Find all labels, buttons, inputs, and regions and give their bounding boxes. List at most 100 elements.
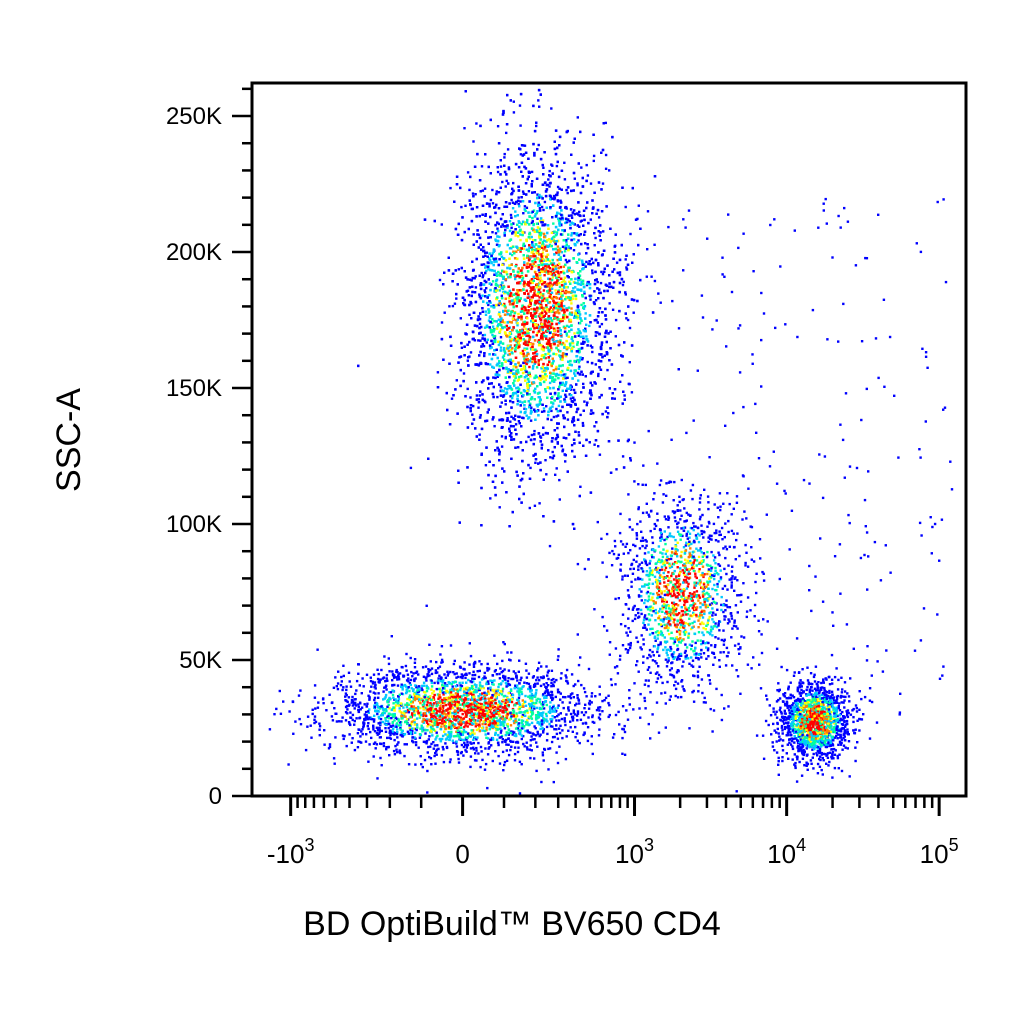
data-point bbox=[499, 165, 503, 168]
data-point bbox=[495, 260, 498, 263]
data-point bbox=[498, 323, 502, 326]
data-point bbox=[595, 278, 598, 281]
data-point bbox=[573, 424, 576, 427]
data-point bbox=[480, 271, 483, 275]
data-point bbox=[514, 348, 517, 351]
data-point bbox=[565, 353, 568, 356]
data-point bbox=[521, 310, 524, 313]
data-point bbox=[568, 387, 571, 390]
data-point bbox=[533, 303, 536, 306]
data-point bbox=[542, 232, 546, 236]
data-point bbox=[594, 334, 598, 337]
data-point bbox=[532, 442, 535, 446]
data-point bbox=[567, 248, 570, 252]
data-point bbox=[472, 243, 475, 246]
data-point bbox=[500, 255, 504, 258]
data-point bbox=[502, 275, 505, 279]
data-point bbox=[468, 278, 472, 281]
data-point bbox=[535, 334, 538, 337]
data-point bbox=[457, 268, 460, 271]
data-point bbox=[536, 309, 539, 312]
data-point bbox=[552, 204, 555, 207]
data-point bbox=[538, 229, 541, 233]
data-point bbox=[528, 328, 531, 331]
data-point bbox=[549, 239, 553, 242]
data-point bbox=[513, 311, 516, 315]
data-point bbox=[541, 311, 544, 315]
data-point bbox=[541, 219, 545, 222]
data-point bbox=[512, 368, 515, 371]
data-point bbox=[546, 245, 550, 248]
data-point bbox=[518, 104, 522, 107]
data-point bbox=[560, 374, 563, 377]
data-point bbox=[476, 233, 479, 236]
data-point bbox=[546, 417, 549, 421]
data-point bbox=[560, 188, 563, 191]
data-point bbox=[533, 151, 536, 155]
data-point bbox=[541, 326, 545, 329]
data-point bbox=[578, 329, 581, 333]
data-point bbox=[538, 341, 541, 344]
data-point bbox=[523, 331, 527, 334]
data-point bbox=[582, 302, 585, 305]
data-point bbox=[553, 311, 556, 314]
data-point bbox=[543, 410, 546, 413]
data-point bbox=[470, 219, 474, 223]
data-point bbox=[493, 336, 496, 340]
data-point bbox=[530, 288, 533, 291]
data-point bbox=[576, 407, 580, 410]
data-point bbox=[494, 376, 497, 380]
data-point bbox=[598, 396, 601, 399]
data-point bbox=[489, 331, 493, 334]
data-point bbox=[636, 299, 639, 303]
data-point bbox=[597, 374, 600, 378]
data-point bbox=[527, 284, 531, 287]
data-point bbox=[504, 185, 507, 188]
data-point bbox=[547, 449, 550, 452]
data-point bbox=[466, 405, 469, 409]
data-point bbox=[487, 408, 490, 411]
data-point bbox=[536, 148, 539, 151]
data-point bbox=[555, 467, 558, 470]
data-point bbox=[541, 294, 545, 298]
data-point bbox=[568, 330, 571, 333]
data-point bbox=[523, 165, 526, 169]
data-point bbox=[593, 319, 597, 322]
data-point bbox=[490, 269, 493, 272]
data-point bbox=[497, 323, 500, 327]
data-point bbox=[593, 191, 596, 194]
data-point bbox=[618, 258, 622, 262]
data-point bbox=[505, 310, 509, 313]
data-point bbox=[570, 337, 573, 340]
data-point bbox=[551, 456, 555, 460]
data-point bbox=[491, 328, 494, 332]
data-point bbox=[498, 330, 502, 333]
data-point bbox=[493, 258, 496, 261]
data-point bbox=[545, 405, 548, 408]
data-point bbox=[520, 318, 523, 321]
data-point bbox=[581, 176, 584, 180]
data-point bbox=[488, 460, 491, 463]
data-point bbox=[508, 294, 512, 297]
data-point bbox=[578, 441, 581, 444]
data-point bbox=[357, 364, 360, 368]
data-point bbox=[530, 295, 533, 299]
data-point bbox=[423, 218, 427, 221]
data-point bbox=[611, 397, 614, 400]
data-point bbox=[563, 310, 566, 314]
data-point bbox=[576, 418, 580, 421]
data-point bbox=[522, 244, 525, 247]
data-point bbox=[513, 337, 517, 340]
data-point bbox=[558, 206, 562, 209]
data-point bbox=[550, 322, 554, 326]
data-point bbox=[570, 385, 573, 388]
data-point bbox=[536, 306, 539, 309]
data-point bbox=[601, 412, 604, 416]
data-point bbox=[554, 129, 558, 132]
data-point bbox=[637, 204, 640, 207]
data-point bbox=[498, 365, 501, 368]
data-point bbox=[530, 227, 534, 230]
data-point bbox=[606, 415, 609, 419]
data-point bbox=[520, 196, 523, 199]
data-point bbox=[523, 367, 526, 370]
